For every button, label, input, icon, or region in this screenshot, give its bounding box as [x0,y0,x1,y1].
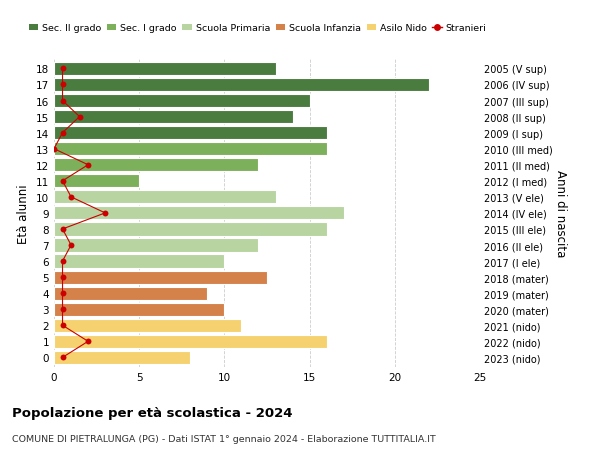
Y-axis label: Età alunni: Età alunni [17,184,31,243]
Bar [54,127,326,140]
Point [58,66,67,73]
Bar [54,143,326,156]
Bar [54,207,344,220]
Text: COMUNE DI PIETRALUNGA (PG) - Dati ISTAT 1° gennaio 2024 - Elaborazione TUTTITALI: COMUNE DI PIETRALUNGA (PG) - Dati ISTAT … [12,434,436,443]
Bar [54,159,259,172]
Point [58,226,67,233]
Bar [54,223,326,236]
Bar [54,95,310,108]
Point [58,178,67,185]
Bar [54,175,139,188]
Point [58,290,67,297]
Legend: Sec. II grado, Sec. I grado, Scuola Primaria, Scuola Infanzia, Asilo Nido, Stran: Sec. II grado, Sec. I grado, Scuola Prim… [29,24,487,34]
Bar [54,191,275,204]
Point [83,162,93,169]
Point [58,274,67,281]
Bar [54,303,224,316]
Point [66,242,76,249]
Point [49,146,59,153]
Point [66,194,76,201]
Point [58,82,67,89]
Bar [54,111,293,124]
Bar [54,271,267,284]
Point [58,306,67,313]
Point [100,210,110,217]
Y-axis label: Anni di nascita: Anni di nascita [554,170,567,257]
Point [58,130,67,137]
Point [58,354,67,361]
Bar [54,63,275,76]
Bar [54,79,429,92]
Point [58,98,67,105]
Bar [54,351,190,364]
Bar [54,255,224,268]
Bar [54,287,208,300]
Point [58,322,67,329]
Bar [54,335,326,348]
Point [83,338,93,345]
Point [75,114,85,121]
Bar [54,319,241,332]
Point [58,258,67,265]
Bar [54,239,259,252]
Text: Popolazione per età scolastica - 2024: Popolazione per età scolastica - 2024 [12,406,293,419]
